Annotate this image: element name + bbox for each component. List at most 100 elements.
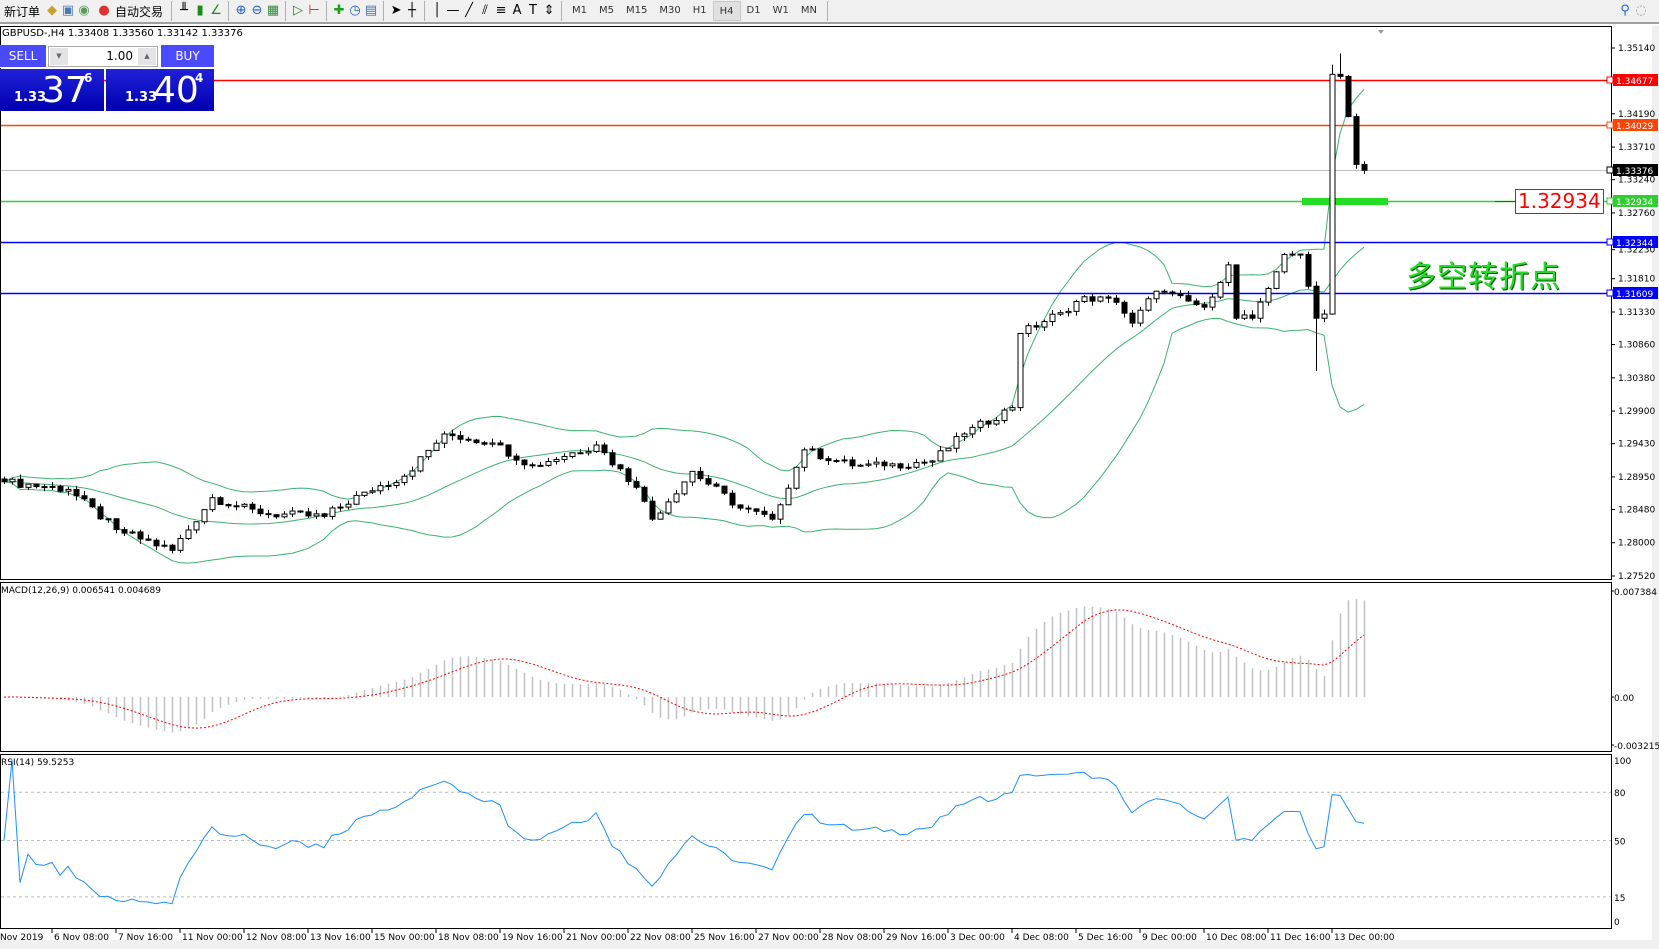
templates-icon[interactable]: ▤ bbox=[364, 3, 378, 18]
candle-body bbox=[953, 436, 960, 449]
price-label-box[interactable]: 1.32934 bbox=[1515, 189, 1604, 214]
annotation-text[interactable]: 多空转折点 bbox=[1406, 260, 1561, 295]
trendline-icon[interactable]: ╱ bbox=[465, 3, 473, 18]
crosshair-icon[interactable]: ┼ bbox=[408, 3, 416, 18]
auto-scroll-icon[interactable]: ▷ bbox=[293, 3, 304, 18]
candle-body bbox=[1273, 271, 1280, 289]
main-chart-plot bbox=[1, 53, 1611, 564]
candle bbox=[25, 483, 32, 490]
zoom-out-icon[interactable]: ⊖ bbox=[251, 3, 263, 18]
candle bbox=[921, 459, 928, 466]
sell-button[interactable]: SELL bbox=[0, 45, 46, 68]
candle bbox=[593, 441, 600, 453]
price-tick-label: 1.30860 bbox=[1618, 341, 1655, 351]
bar-chart-icon[interactable]: ╨ bbox=[180, 3, 188, 18]
lot-increase-icon[interactable]: ▲ bbox=[138, 48, 156, 65]
periods-icon[interactable]: ◷ bbox=[349, 3, 361, 18]
lot-size-input[interactable]: ▼ 1.00 ▲ bbox=[48, 46, 158, 67]
text-icon[interactable]: A bbox=[512, 3, 522, 18]
buy-button[interactable]: BUY bbox=[161, 45, 214, 68]
candle bbox=[433, 439, 440, 451]
macd-tick-label: 0.00 bbox=[1614, 694, 1634, 704]
terminal-icon[interactable]: ▣ bbox=[61, 3, 75, 18]
candlestick-icon[interactable]: ▮ bbox=[196, 3, 204, 18]
candle bbox=[1073, 299, 1080, 316]
tile-windows-icon[interactable]: ▦ bbox=[266, 3, 280, 18]
candle bbox=[1089, 293, 1096, 306]
vertical-line-icon[interactable]: │ bbox=[433, 3, 441, 18]
candle-body bbox=[1313, 285, 1320, 319]
line-chart-icon[interactable]: ∠ bbox=[210, 3, 222, 18]
search-icon[interactable]: ⚲ bbox=[1620, 3, 1630, 18]
sell-price-prefix: 1.33 bbox=[14, 90, 47, 105]
fibonacci-icon[interactable]: ≡ bbox=[495, 3, 507, 18]
candle-body bbox=[1233, 264, 1240, 319]
timeframe-w1[interactable]: W1 bbox=[772, 5, 789, 16]
candle bbox=[49, 482, 56, 491]
chat-icon[interactable]: ◌ bbox=[1635, 3, 1647, 18]
candle-body bbox=[249, 503, 256, 510]
candle-body bbox=[105, 518, 112, 521]
auto-trading-button[interactable]: ● 自动交易 bbox=[92, 0, 167, 22]
candle bbox=[1065, 307, 1072, 317]
candle-body bbox=[1073, 300, 1080, 312]
candle-body bbox=[153, 539, 160, 547]
timeframe-mn[interactable]: MN bbox=[800, 5, 817, 16]
candle bbox=[273, 514, 280, 519]
candle bbox=[489, 438, 496, 448]
text-label-icon[interactable]: T bbox=[529, 3, 537, 18]
candle bbox=[449, 429, 456, 441]
candle-body bbox=[201, 509, 208, 523]
new-order-button[interactable]: 新订单 bbox=[0, 0, 44, 22]
candle-body bbox=[1297, 253, 1304, 256]
timeframe-d1[interactable]: D1 bbox=[746, 5, 761, 16]
candle bbox=[169, 543, 176, 554]
timeframe-m30[interactable]: M30 bbox=[659, 5, 681, 16]
horizontal-line-icon[interactable]: — bbox=[446, 3, 460, 18]
indicators-icon[interactable]: ✚ bbox=[333, 3, 345, 18]
signals-icon[interactable]: ◉ bbox=[78, 3, 90, 18]
timeframe-h1[interactable]: H1 bbox=[692, 5, 707, 16]
candle bbox=[1273, 270, 1280, 290]
candle bbox=[1137, 306, 1144, 327]
main-chart-frame bbox=[0, 26, 1612, 580]
chart-shift-icon[interactable]: ⊢ bbox=[308, 3, 320, 18]
sell-price[interactable]: 1.33 37 6 bbox=[0, 69, 104, 111]
price-tick-label: 1.35140 bbox=[1618, 44, 1655, 54]
auto-trading-label: 自动交易 bbox=[115, 4, 164, 19]
candle-body bbox=[97, 506, 104, 520]
zoom-in-icon[interactable]: ⊕ bbox=[235, 3, 247, 18]
candle bbox=[145, 534, 152, 541]
candle-body bbox=[705, 478, 712, 485]
chart-shift-marker bbox=[1378, 30, 1384, 34]
time-tick-label: 7 Nov 16:00 bbox=[118, 933, 173, 943]
candle-body bbox=[1025, 325, 1032, 334]
lot-decrease-icon[interactable]: ▼ bbox=[50, 48, 68, 65]
history-icon[interactable]: ◆ bbox=[47, 3, 58, 18]
candle bbox=[689, 470, 696, 487]
candle bbox=[89, 497, 96, 509]
candle-body bbox=[505, 444, 512, 457]
candle bbox=[657, 510, 664, 520]
candle bbox=[817, 448, 824, 461]
equidistant-channel-icon[interactable]: ⫽ bbox=[482, 3, 488, 18]
candle-body bbox=[497, 442, 504, 446]
candle-body bbox=[713, 483, 720, 487]
candle bbox=[249, 502, 256, 514]
candle-body bbox=[1185, 295, 1192, 302]
candle bbox=[889, 462, 896, 468]
price-line-label: 1.32344 bbox=[1616, 239, 1653, 249]
arrows-icon[interactable]: ⇕ bbox=[543, 3, 555, 18]
buy-price[interactable]: 1.33 40 4 bbox=[106, 69, 214, 111]
candle bbox=[561, 453, 568, 463]
timeframe-m1[interactable]: M1 bbox=[572, 5, 588, 16]
candle bbox=[97, 503, 104, 520]
candle bbox=[57, 484, 64, 493]
candle bbox=[985, 419, 992, 428]
cursor-icon[interactable]: ➤ bbox=[390, 3, 402, 18]
timeframe-m5[interactable]: M5 bbox=[599, 5, 615, 16]
timeframe-h4[interactable]: H4 bbox=[712, 1, 741, 21]
candle bbox=[265, 509, 272, 519]
timeframe-m15[interactable]: M15 bbox=[626, 5, 648, 16]
